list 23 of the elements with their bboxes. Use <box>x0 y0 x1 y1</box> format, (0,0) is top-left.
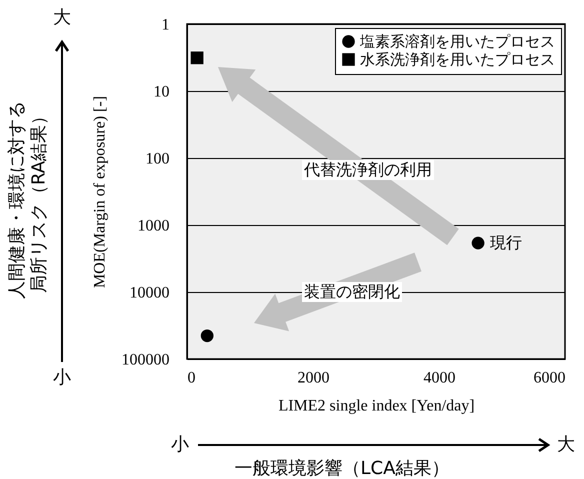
x-tick-label: 2000 <box>298 370 330 386</box>
text: 大 <box>53 7 71 28</box>
y-tick-label: 1 <box>162 16 170 34</box>
y-tick-label: 10 <box>154 84 170 100</box>
text: 小 <box>171 434 189 455</box>
y-axis-title: MOE(Margin of exposure) [-] <box>92 96 108 288</box>
annotation: 代替洗浄剤の利用 <box>302 160 434 180</box>
annotation: 現行 <box>490 233 522 252</box>
x-tick-label: 0 <box>188 370 196 386</box>
x-axis-title: LIME2 single index [Yen/day] <box>278 398 475 414</box>
annotation: 装置の密閉化 <box>302 282 402 302</box>
legend-label: 塩素系溶剤を用いたプロセス <box>359 32 555 50</box>
legend-label: 水系洗浄剤を用いたプロセス <box>360 50 555 68</box>
text: 小 <box>53 367 71 388</box>
text: 大 <box>557 434 575 455</box>
y-tick-label: 10000 <box>130 284 170 302</box>
y-tick-label: 1000 <box>138 218 170 234</box>
text: 一般環境影響（LCA結果） <box>234 458 450 479</box>
x-tick-label: 6000 <box>534 370 566 386</box>
y-tick-label: 100 <box>146 150 170 168</box>
x-tick-label: 4000 <box>424 370 456 386</box>
y-tick-label: 100000 <box>122 352 170 368</box>
text: 人間健康・環境に対する局所リスク（RA結果） <box>6 100 50 301</box>
